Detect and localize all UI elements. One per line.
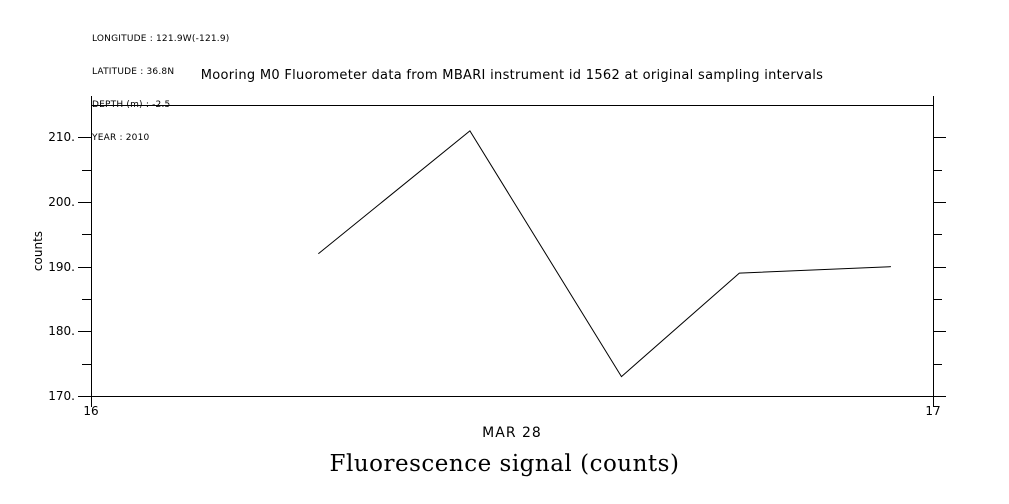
bottom-title: Fluorescence signal (counts) xyxy=(329,451,680,477)
y-tick-label: 170. xyxy=(48,389,75,403)
x-tick-label: 17 xyxy=(925,404,940,418)
axis-box xyxy=(91,105,934,397)
y-tick-label: 190. xyxy=(48,260,75,274)
meta-year: YEAR : 2010 xyxy=(92,133,150,143)
meta-latitude: LATITUDE : 36.8N xyxy=(92,67,175,77)
chart-title: Mooring M0 Fluorometer data from MBARI i… xyxy=(200,68,824,83)
meta-longitude: LONGITUDE : 121.9W(-121.9) xyxy=(92,34,230,44)
y-tick-label: 200. xyxy=(48,195,75,209)
x-tick-label: 16 xyxy=(83,404,98,418)
x-axis-date-label: MAR 28 xyxy=(482,425,542,441)
data-line xyxy=(318,130,891,378)
y-tick-label: 180. xyxy=(48,324,75,338)
y-axis-label: counts xyxy=(31,230,45,272)
y-tick-label: 210. xyxy=(48,130,75,144)
